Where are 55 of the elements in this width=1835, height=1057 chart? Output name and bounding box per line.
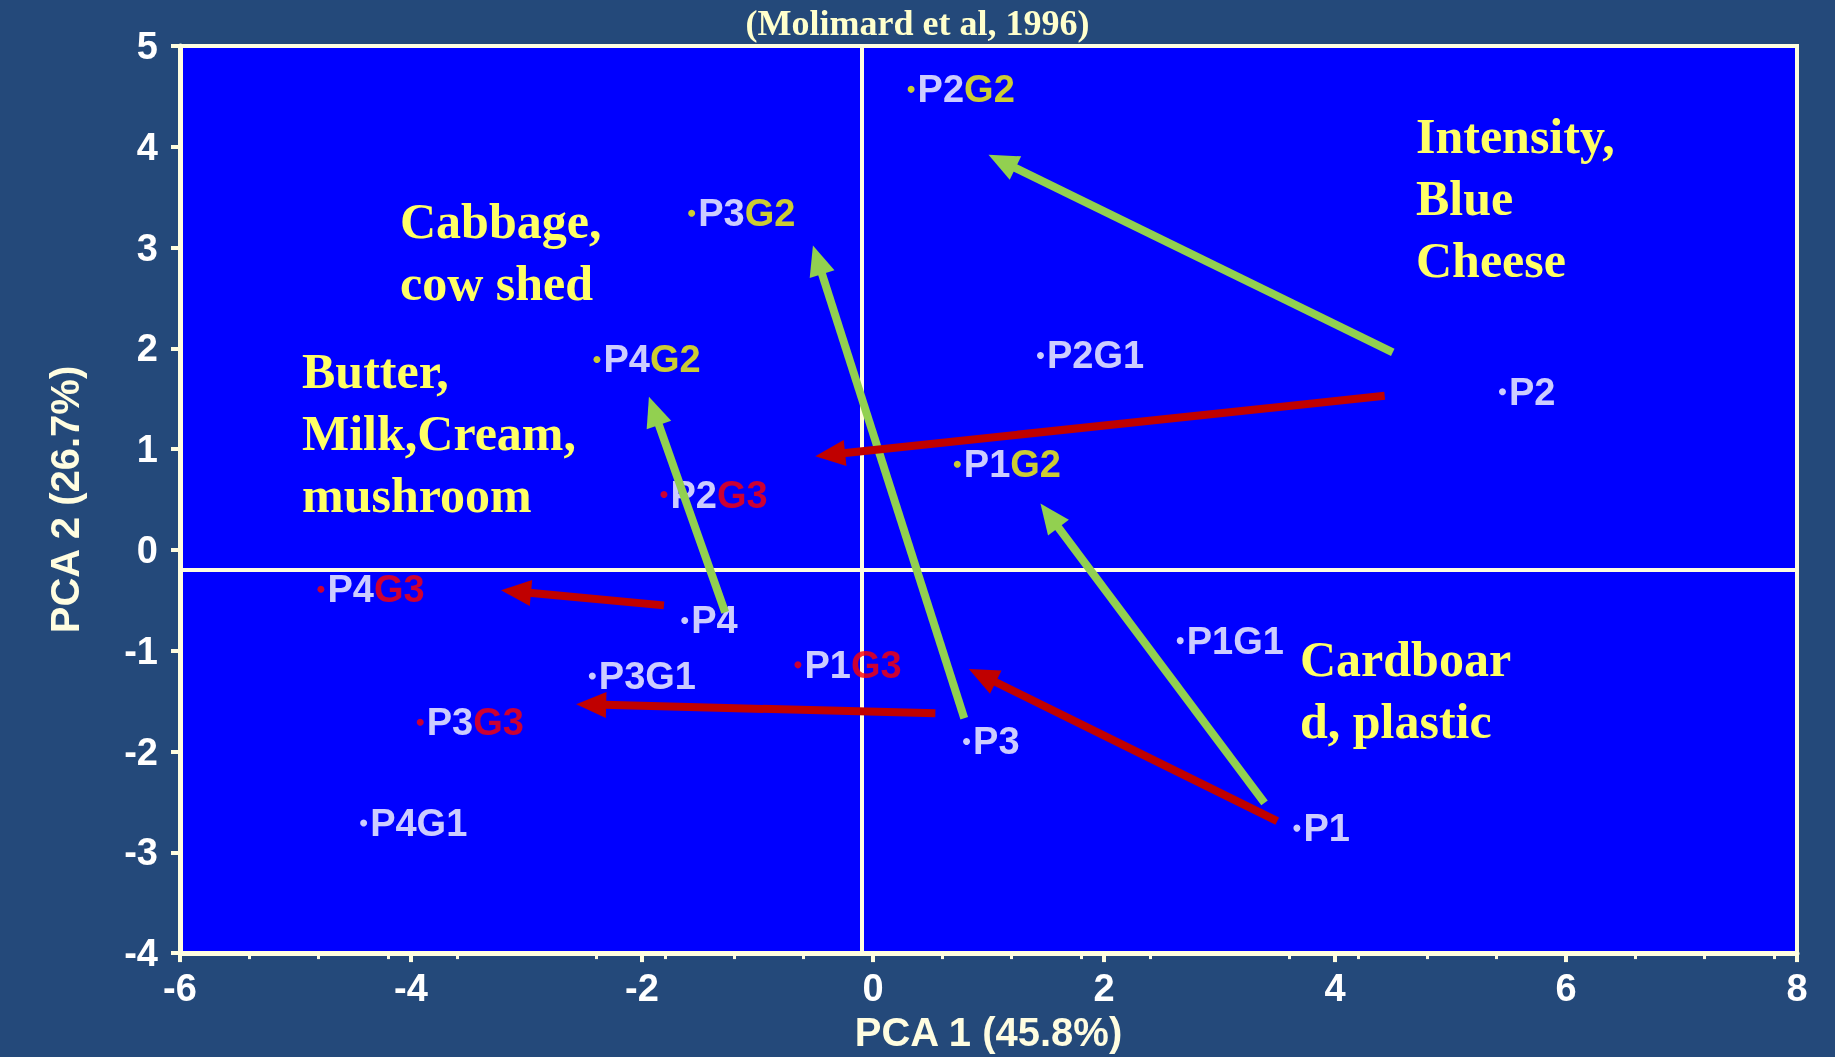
point bbox=[1176, 637, 1184, 645]
data-label: P3G2 bbox=[698, 192, 796, 235]
data-label: P1G1 bbox=[1186, 619, 1284, 662]
y-tick-label: -1 bbox=[124, 629, 158, 672]
point bbox=[963, 737, 971, 745]
data-label: P2G2 bbox=[917, 68, 1015, 111]
point bbox=[660, 491, 668, 499]
data-label: P4G2 bbox=[603, 338, 701, 381]
point bbox=[1293, 824, 1301, 832]
data-label: P4G3 bbox=[327, 568, 425, 611]
y-tick-label: 0 bbox=[136, 528, 158, 571]
point bbox=[1498, 388, 1506, 396]
annotation: Butter, Milk,Cream, mushroom bbox=[302, 343, 577, 523]
data-label: P2 bbox=[1508, 370, 1556, 413]
point bbox=[360, 819, 368, 827]
y-tick-label: -4 bbox=[124, 932, 158, 975]
point bbox=[588, 672, 596, 680]
chart-title: (Molimard et al, 1996) bbox=[745, 3, 1090, 43]
data-label: P1G2 bbox=[963, 443, 1061, 486]
annotation: Cardboar d, plastic bbox=[1300, 631, 1512, 749]
data-label: P3G1 bbox=[598, 654, 697, 697]
x-tick-label: 4 bbox=[1324, 967, 1346, 1010]
annotation: Cabbage, cow shed bbox=[400, 193, 602, 311]
y-tick-label: 1 bbox=[136, 428, 158, 471]
x-tick-label: -2 bbox=[625, 967, 659, 1010]
data-label: P3 bbox=[973, 720, 1020, 763]
x-tick-label: 2 bbox=[1093, 967, 1115, 1010]
point bbox=[794, 661, 802, 669]
y-tick-label: 3 bbox=[136, 226, 158, 269]
point bbox=[416, 718, 424, 726]
x-tick-label: -4 bbox=[394, 967, 428, 1010]
x-tick-label: 0 bbox=[862, 967, 884, 1010]
annotation: Intensity, Blue Cheese bbox=[1416, 108, 1615, 288]
data-label: P3G3 bbox=[426, 701, 524, 744]
point bbox=[1036, 351, 1044, 359]
point bbox=[317, 585, 325, 593]
y-tick-label: -2 bbox=[124, 730, 158, 773]
point bbox=[953, 460, 961, 468]
point bbox=[681, 617, 689, 624]
point bbox=[907, 85, 915, 93]
x-tick-label: 8 bbox=[1786, 967, 1808, 1010]
x-tick-label: 6 bbox=[1555, 967, 1577, 1010]
y-tick-label: -3 bbox=[124, 831, 158, 874]
x-axis-title: PCA 1 (45.8%) bbox=[854, 1010, 1123, 1054]
y-axis-title: PCA 2 (26.7%) bbox=[43, 365, 87, 634]
data-label: P1 bbox=[1303, 807, 1350, 850]
data-label: P4G1 bbox=[370, 802, 468, 845]
y-tick-label: 2 bbox=[136, 327, 158, 370]
y-tick-label: 5 bbox=[136, 25, 158, 67]
x-tick-label: -6 bbox=[163, 967, 197, 1010]
data-label: P4 bbox=[691, 599, 738, 642]
point bbox=[688, 209, 696, 217]
y-tick-label: 4 bbox=[136, 125, 158, 168]
point bbox=[593, 355, 601, 363]
data-label: P2G1 bbox=[1046, 334, 1145, 377]
